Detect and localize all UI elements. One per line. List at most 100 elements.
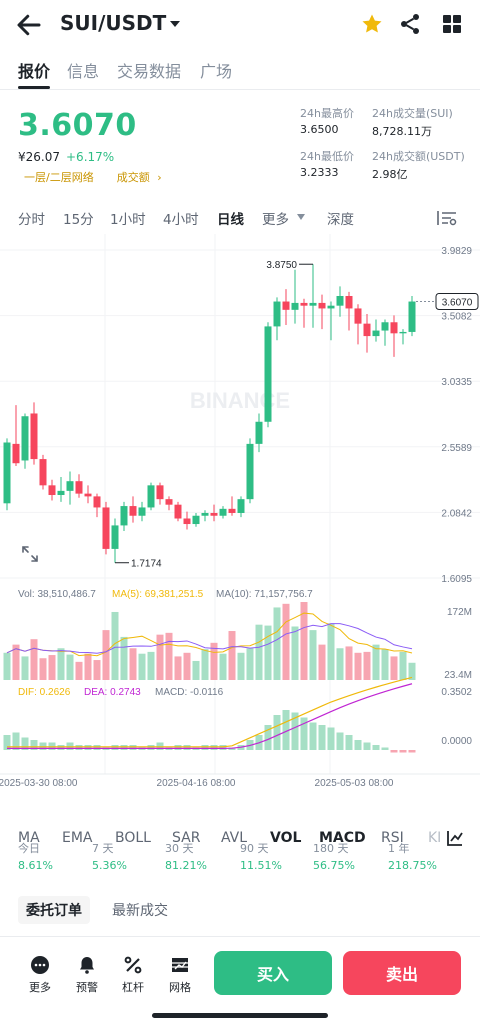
ma10-line [6,623,413,654]
candle [336,296,344,306]
tab-quote[interactable]: 报价 [18,62,51,81]
period-1h[interactable]: 1小时 [110,212,146,228]
caret-down-icon[interactable] [167,16,183,32]
perf-value: 81.21% [165,859,207,872]
fullscreen-icon[interactable] [20,544,40,564]
macd-histogram-bar [183,745,191,750]
price-tick: 3.9829 [441,246,472,257]
period-4h[interactable]: 4小时 [163,212,199,228]
tab-order-book[interactable]: 委托订单 [18,896,90,924]
candle [39,459,47,486]
price-change-row: ¥26.07 +6.17% [18,150,114,164]
price-tick: 3.0335 [441,377,472,388]
candle [264,326,272,422]
candle [291,302,299,310]
tab-square[interactable]: 广场 [200,62,233,81]
ind-ema[interactable]: EMA [62,830,93,846]
pair-title[interactable]: SUI/USDT [60,11,167,35]
kline-chart[interactable]: 3.9829 3.5082 3.0335 2.5589 2.0842 1.6095 BINA… [0,234,480,790]
candle [408,301,416,332]
nav-leverage[interactable]: 杠杆 [113,955,153,995]
perf-value: 11.51% [240,859,282,872]
chart-settings-icon[interactable] [436,209,458,227]
volume-label: Vol: 38,510,486.7 [18,589,96,600]
star-icon[interactable] [360,12,384,36]
volume-bar [246,648,254,680]
amount-value: 2.98亿 [372,168,408,181]
divider [0,936,480,937]
ind-rsi[interactable]: RSI [381,830,404,846]
active-tab-indicator [18,86,50,89]
buy-button[interactable]: 买入 [214,951,332,995]
volume-bar [75,661,83,680]
ind-macd[interactable]: MACD [319,830,366,846]
grid-icon[interactable] [440,12,464,36]
candle [156,485,164,500]
dif-line [7,676,413,748]
volume-bar [39,658,47,680]
candle [246,443,254,500]
candle [183,518,191,525]
nav-alert[interactable]: 预警 [67,955,107,995]
ind-boll[interactable]: BOLL [115,830,151,846]
macd-histogram-bar [291,712,299,750]
macd-histogram-bar [381,747,389,750]
candle [363,323,371,337]
volume-value: 8,728.11万 [372,125,432,138]
candle [318,302,326,309]
tab-trading-data[interactable]: 交易数据 [117,62,182,81]
macd-histogram-bar [363,742,371,750]
perf-label: 7 天 [92,842,114,855]
volume-bar [156,634,164,680]
back-arrow-icon[interactable] [14,10,44,40]
nav-grid[interactable]: 网格 [160,955,200,995]
macd-histogram-bar [354,740,362,750]
indicator-settings-icon[interactable] [445,828,465,848]
ind-ma[interactable]: MA [18,830,40,846]
volume-bar [12,644,20,680]
tab-info[interactable]: 信息 [67,62,100,81]
ind-kdj[interactable]: KI [428,830,442,846]
price-tick: 2.5589 [441,443,472,454]
candle [300,302,308,306]
candle [48,485,56,496]
volume-bar [264,625,272,680]
macd-histogram-bar [210,745,218,750]
high-marker: 3.8750 [266,260,297,271]
amount-label: 24h成交额(USDT) [372,150,465,163]
tag-layer-network[interactable]: 一层/二层网络 [24,171,94,184]
macd-histogram-bar [120,745,128,750]
period-timeline[interactable]: 分时 [18,212,45,228]
nav-more[interactable]: 更多 [20,955,60,995]
candle [255,421,263,444]
price-tick: 1.6095 [441,574,472,585]
period-15m[interactable]: 15分 [63,212,94,228]
volume-bar [66,654,74,680]
tag-links: 一层/二层网络 成交额 › [24,169,162,185]
share-icon[interactable] [398,12,422,36]
ind-sar[interactable]: SAR [172,830,201,846]
candle [201,512,209,516]
macd-histogram-bar [129,745,137,750]
tab-latest-trades[interactable]: 最新成交 [112,903,168,919]
macd-histogram-bar [273,715,281,750]
perf-value: 8.61% [18,859,53,872]
candle [174,504,182,519]
volume-bar [165,632,173,680]
ind-vol[interactable]: VOL [270,830,302,846]
volume-bar [255,624,263,680]
candle [381,322,389,331]
macd-histogram-bar [399,750,407,753]
macd-histogram-bar [93,745,101,750]
period-more[interactable]: 更多 [262,212,289,228]
candle [75,481,83,494]
period-1d[interactable]: 日线 [217,212,244,228]
nav-more-label: 更多 [29,981,51,994]
macd-histogram-bar [3,735,11,750]
tag-volume[interactable]: 成交额 [116,171,150,184]
ind-avl[interactable]: AVL [221,830,248,846]
sell-button[interactable]: 卖出 [343,951,461,995]
volume-bar [363,651,371,680]
volume-bar [21,656,29,680]
period-depth[interactable]: 深度 [327,212,354,228]
